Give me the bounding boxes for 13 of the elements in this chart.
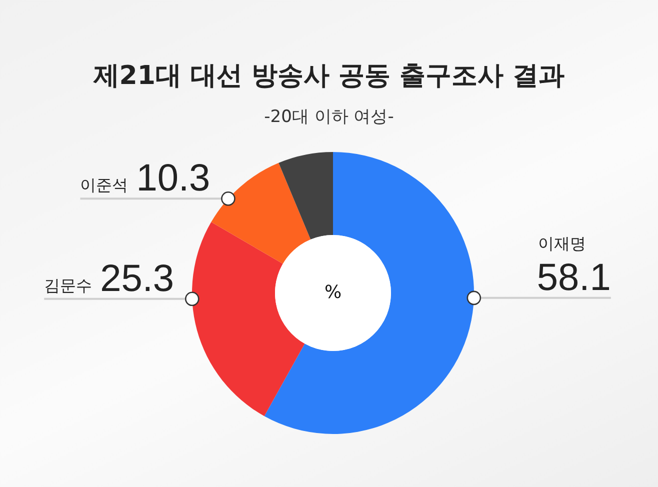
donut-slice xyxy=(192,222,305,416)
data-label: 10.3 xyxy=(136,158,210,200)
slice-label: 이준석 xyxy=(80,176,128,195)
data-label: 58.1 xyxy=(536,256,611,299)
donut-slice xyxy=(211,162,311,264)
slice-label: 이재명 xyxy=(538,234,586,253)
donut-slice xyxy=(264,152,474,434)
donut-slice xyxy=(278,152,333,240)
data-label: 25.3 xyxy=(100,258,174,300)
chart-subtitle: -20대 이하 여성- xyxy=(263,106,395,128)
slice-label: 김문수 xyxy=(44,276,92,295)
text: % xyxy=(323,282,343,303)
chart-title: 제21대 대선 방송사 공동 출구조사 결과 xyxy=(92,60,566,93)
